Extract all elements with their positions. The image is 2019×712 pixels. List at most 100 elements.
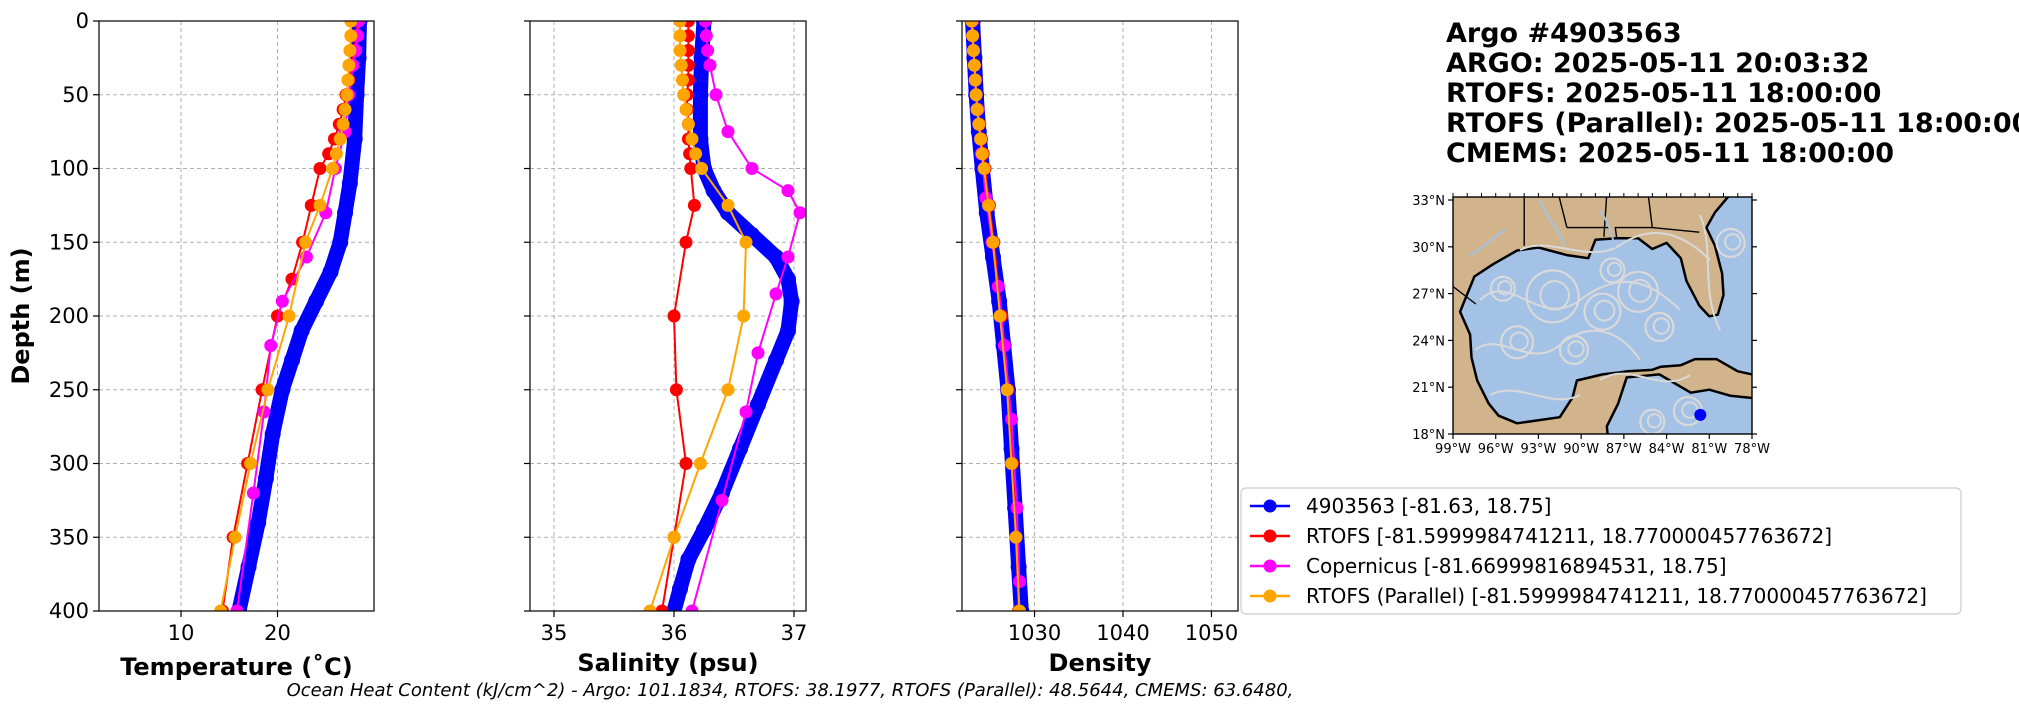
legend-marker <box>1263 589 1277 603</box>
data-point <box>768 249 784 265</box>
data-point <box>673 21 687 28</box>
data-point <box>783 293 800 310</box>
data-point <box>1000 383 1014 397</box>
map-lon-label: 87°W <box>1606 442 1642 457</box>
figure-header: Argo #4903563 ARGO: 2025-05-11 20:03:32 … <box>1446 18 2019 169</box>
data-point <box>679 103 693 116</box>
data-point <box>967 58 981 72</box>
data-point <box>679 235 693 249</box>
data-point <box>721 198 735 212</box>
salinity-series <box>643 21 806 611</box>
map-lon-label: 96°W <box>1478 442 1514 457</box>
data-point <box>283 352 300 369</box>
data-point <box>685 604 699 611</box>
data-point <box>977 162 991 175</box>
river <box>1469 229 1506 256</box>
data-point <box>655 604 669 611</box>
data-point <box>261 383 275 397</box>
y-tick-label: 100 <box>49 157 89 181</box>
data-point <box>257 405 271 419</box>
data-point <box>250 514 267 531</box>
data-point <box>750 396 766 413</box>
state-border <box>1647 197 1653 228</box>
data-point <box>984 249 1001 265</box>
argo-float-marker <box>1694 408 1707 421</box>
series-3 <box>214 21 358 611</box>
legend-label: RTOFS (Parallel) [-81.5999984741211, 18.… <box>1306 584 1927 608</box>
data-point <box>793 206 806 220</box>
map-lon-label: 84°W <box>1649 442 1685 457</box>
data-point <box>326 162 340 175</box>
current-streamline <box>1519 232 1711 261</box>
data-point <box>322 263 339 280</box>
x-axis-label: Salinity (psu) <box>577 649 758 677</box>
data-point <box>1013 604 1026 611</box>
current-streamline <box>1599 372 1691 383</box>
data-point <box>214 604 228 611</box>
state-border <box>1558 197 1568 228</box>
map-lon-label: 81°W <box>1691 442 1727 457</box>
legend-entry: Copernicus [-81.66999816894531, 18.75] <box>1250 554 1727 578</box>
data-point <box>677 88 691 102</box>
gulf-of-mexico-water <box>1458 197 1752 425</box>
x-tick-label: 36 <box>661 621 688 645</box>
series-3 <box>643 21 753 611</box>
profile-panels: 10 20050100150200250300350400Temperature … <box>7 9 1239 681</box>
data-point <box>246 486 260 500</box>
current-eddy <box>1539 280 1570 311</box>
data-point <box>1013 575 1026 588</box>
map-content <box>1453 197 1752 434</box>
data-point <box>667 530 681 544</box>
x-tick-label: 1050 <box>1185 621 1238 645</box>
data-point <box>768 352 784 369</box>
data-point <box>695 162 709 175</box>
river <box>1539 199 1566 246</box>
data-point <box>967 44 980 57</box>
data-point <box>673 29 687 43</box>
y-tick-label: 400 <box>49 599 89 623</box>
x-tick-label: 1040 <box>1096 621 1149 645</box>
data-point <box>666 603 682 611</box>
header-line-rtofs-time: RTOFS: 2025-05-11 18:00:00 <box>1446 78 1881 109</box>
x-tick-label: 37 <box>781 621 808 645</box>
data-point <box>1005 457 1019 470</box>
y-tick-label: 250 <box>49 378 89 402</box>
data-point <box>982 198 996 212</box>
data-point <box>769 287 783 301</box>
legend-entry: 4903563 [-81.63, 18.75] <box>1250 494 1551 518</box>
current-streamline <box>1489 389 1581 401</box>
current-eddy <box>1599 257 1626 284</box>
y-tick-label: 150 <box>49 230 89 254</box>
data-point <box>696 521 712 538</box>
state-border <box>1614 226 1653 239</box>
data-point <box>669 383 683 397</box>
current-eddy <box>1628 278 1653 303</box>
data-point <box>680 551 697 568</box>
current-eddy <box>1499 325 1535 360</box>
data-point <box>344 29 358 43</box>
map-lat-label: 18°N <box>1412 428 1445 443</box>
data-point <box>751 346 765 360</box>
data-point <box>243 457 257 470</box>
series-0 <box>230 21 368 611</box>
data-point <box>703 58 717 72</box>
legend-label: Copernicus [-81.66999816894531, 18.75] <box>1306 554 1727 578</box>
current-eddy <box>1583 292 1622 331</box>
y-axis-label: Depth (m) <box>7 247 35 384</box>
data-point <box>329 147 343 161</box>
x-tick-label: 10 <box>168 621 195 645</box>
series-3 <box>965 21 1026 611</box>
data-point <box>341 73 355 87</box>
y-tick-label: 200 <box>49 304 89 328</box>
data-point <box>684 162 698 175</box>
salinity-panel: 35 36 37 Salinity (psu) <box>524 20 808 677</box>
map-lat-label: 30°N <box>1412 241 1445 256</box>
data-point <box>674 58 688 72</box>
header-line-cmems-time: CMEMS: 2025-05-11 18:00:00 <box>1446 138 1894 169</box>
river <box>1599 209 1616 249</box>
data-point <box>346 131 363 147</box>
data-point <box>780 322 796 339</box>
data-point <box>343 44 357 57</box>
data-point <box>341 175 358 192</box>
state-border <box>1603 197 1608 237</box>
